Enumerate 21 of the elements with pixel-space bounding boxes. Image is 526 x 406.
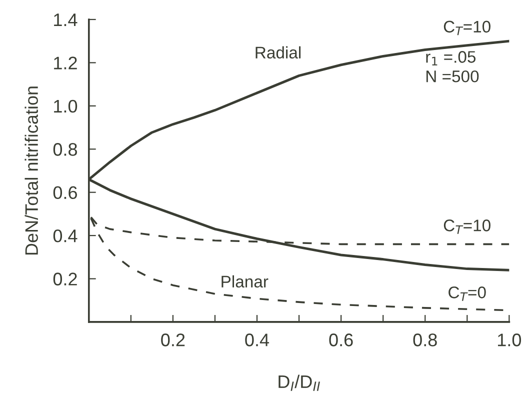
y-tick-label: 1.0 — [54, 100, 78, 113]
annotation: C$_{T}$=10 — [444, 20, 490, 36]
annotation: Radial — [256, 46, 301, 59]
x-axis-title: D$_{I}$/D$_{II}$ — [278, 374, 320, 391]
x-tick-label: 1.0 — [498, 334, 522, 346]
x-tick-label: 0.4 — [245, 334, 270, 346]
y-tick-label: 0.2 — [53, 272, 77, 286]
y-tick-label: 1.2 — [54, 56, 77, 70]
annotation: N =500 — [426, 70, 479, 82]
y-tick-label: 1.4 — [54, 14, 78, 26]
annotation: C$_{T}$=0 — [448, 286, 486, 301]
y-tick-label: 0.4 — [53, 229, 78, 242]
y-tick-label: 0.6 — [53, 186, 77, 200]
annotation: Planar — [222, 275, 268, 288]
y-axis-title: DeN/Total nitrification — [24, 86, 38, 255]
y-tick-label: 0.8 — [53, 143, 77, 156]
x-tick-label: 0.8 — [413, 334, 437, 346]
x-tick-label: 0.2 — [161, 334, 185, 346]
x-tick-label: 0.6 — [329, 334, 353, 346]
annotation: r$_{1}$ =.05 — [426, 51, 476, 66]
annotation: C$_{T}$=10 — [444, 220, 490, 234]
